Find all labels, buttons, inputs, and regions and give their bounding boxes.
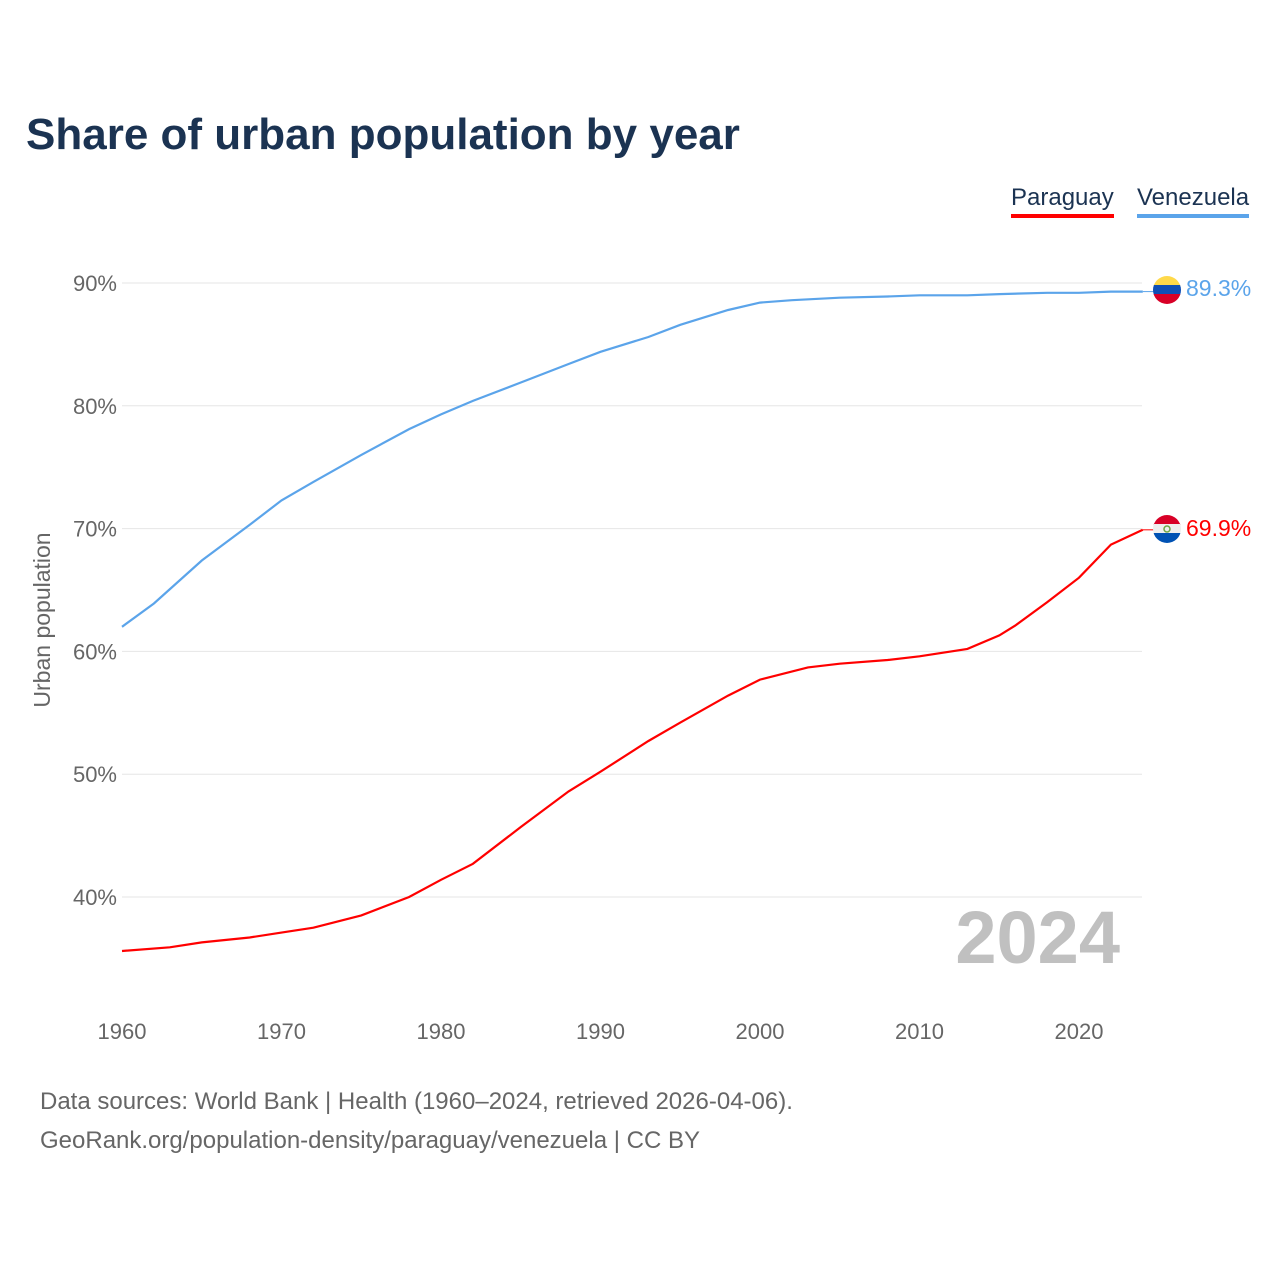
x-tick-label: 2010 bbox=[895, 1019, 944, 1044]
x-tick-label: 1960 bbox=[98, 1019, 147, 1044]
x-tick-label: 1970 bbox=[257, 1019, 306, 1044]
footer-sources: Data sources: World Bank | Health (1960–… bbox=[40, 1088, 793, 1115]
chart-title: Share of urban population by year bbox=[26, 110, 740, 159]
year-watermark: 2024 bbox=[955, 896, 1120, 979]
legend-venezuela[interactable]: Venezuela bbox=[1137, 184, 1250, 218]
y-tick-label: 60% bbox=[73, 639, 117, 664]
y-axis-label: Urban population bbox=[29, 532, 55, 707]
x-tick-label: 2020 bbox=[1055, 1019, 1104, 1044]
paraguay-flag-icon bbox=[1153, 515, 1181, 543]
x-tick-label: 1980 bbox=[417, 1019, 466, 1044]
legend-paraguay[interactable]: Paraguay bbox=[1011, 184, 1114, 218]
x-tick-label: 1990 bbox=[576, 1019, 625, 1044]
venezuela-flag-icon bbox=[1153, 276, 1181, 304]
venezuela-end-label: 89.3% bbox=[1186, 275, 1251, 301]
footer-link[interactable]: GeoRank.org/population-density/paraguay/… bbox=[40, 1127, 700, 1154]
y-tick-label: 40% bbox=[73, 885, 117, 910]
y-tick-label: 90% bbox=[73, 271, 117, 296]
paraguay-end-label: 69.9% bbox=[1186, 515, 1251, 541]
y-tick-label: 80% bbox=[73, 394, 117, 419]
y-tick-label: 70% bbox=[73, 517, 117, 542]
series-line-paraguay bbox=[121, 528, 1144, 953]
x-tick-label: 2000 bbox=[736, 1019, 785, 1044]
y-tick-label: 50% bbox=[73, 762, 117, 787]
series-line-venezuela bbox=[121, 290, 1143, 628]
